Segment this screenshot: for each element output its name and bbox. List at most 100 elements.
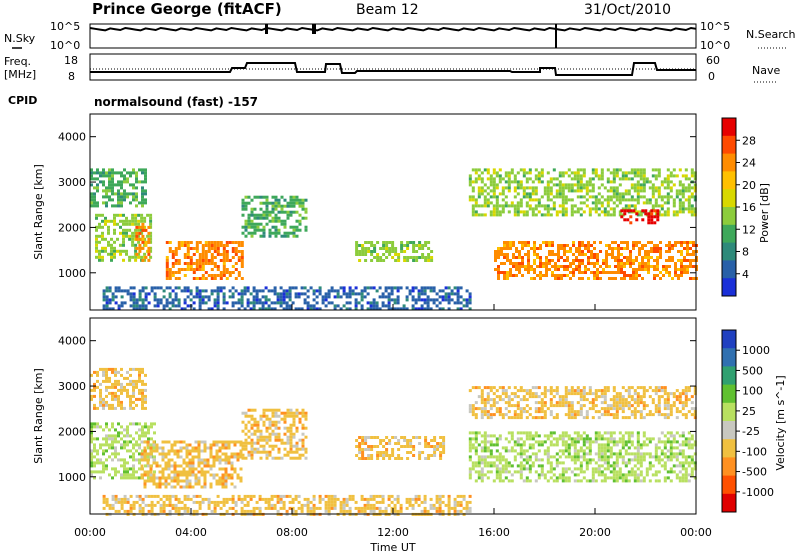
heatmap-cell: [515, 256, 518, 259]
heatmap-cell: [108, 443, 111, 447]
heatmap-cell: [137, 213, 141, 217]
heatmap-cell: [680, 271, 683, 274]
heatmap-cell: [609, 198, 613, 202]
heatmap-cell: [415, 259, 419, 262]
heatmap-cell: [149, 246, 153, 250]
heatmap-cell: [427, 241, 431, 244]
heatmap-cell: [218, 446, 222, 450]
heatmap-cell: [265, 417, 269, 421]
heatmap-cell: [215, 452, 219, 456]
heatmap-cell: [128, 255, 132, 259]
heatmap-cell: [216, 289, 220, 293]
heatmap-cell: [654, 186, 658, 190]
heatmap-cell: [600, 473, 604, 477]
heatmap-cell: [518, 262, 521, 265]
heatmap-cell: [477, 476, 481, 480]
heatmap-cell: [540, 180, 544, 184]
heatmap-cell: [618, 473, 622, 477]
heatmap-cell: [93, 461, 96, 465]
heatmap-cell: [678, 189, 682, 193]
heatmap-cell: [521, 262, 524, 265]
heatmap-cell: [274, 216, 278, 220]
heatmap-cell: [170, 479, 174, 483]
heatmap-cell: [525, 458, 529, 462]
heatmap-cell: [627, 192, 631, 196]
heatmap-cell: [265, 441, 269, 445]
heatmap-cell: [498, 174, 502, 178]
heatmap-cell: [594, 195, 598, 199]
heatmap-cell: [403, 244, 407, 247]
heatmap-cell: [600, 458, 604, 462]
heatmap-cell: [456, 292, 460, 296]
heatmap-cell: [528, 195, 532, 199]
heatmap-cell: [669, 452, 673, 456]
heatmap-cell: [627, 207, 631, 211]
heatmap-cell: [280, 204, 284, 208]
heatmap-cell: [528, 413, 532, 417]
heatmap-cell: [108, 473, 111, 477]
heatmap-cell: [247, 420, 251, 424]
heatmap-cell: [543, 473, 547, 477]
heatmap-cell: [141, 258, 145, 262]
heatmap-cell: [618, 401, 622, 405]
heatmap-cell: [507, 171, 511, 175]
heatmap-cell: [579, 434, 583, 438]
heatmap-cell: [221, 458, 225, 462]
heatmap-cell: [660, 449, 664, 453]
heatmap-cell: [345, 307, 349, 311]
heatmap-cell: [237, 292, 241, 296]
heatmap-cell: [642, 458, 646, 462]
heatmap-cell: [692, 250, 695, 253]
heatmap-cell: [179, 446, 183, 450]
heatmap-cell: [561, 213, 565, 217]
heatmap-cell: [492, 204, 496, 208]
heatmap-cell: [114, 192, 117, 196]
heatmap-cell: [444, 298, 448, 302]
heatmap-cell: [168, 277, 172, 280]
freq-tick-top: 18: [64, 54, 78, 67]
heatmap-cell: [244, 234, 248, 238]
heatmap-cell: [185, 449, 189, 453]
heatmap-cell: [504, 413, 508, 417]
heatmap-cell: [539, 262, 542, 265]
heatmap-cell: [411, 289, 415, 293]
heatmap-cell: [498, 210, 502, 214]
heatmap-cell: [186, 494, 190, 498]
heatmap-cell: [570, 213, 574, 217]
heatmap-cell: [662, 274, 665, 277]
heatmap-cell: [283, 204, 287, 208]
heatmap-cell: [195, 494, 199, 498]
heatmap-cell: [179, 449, 183, 453]
heatmap-cell: [570, 392, 574, 396]
heatmap-cell: [247, 408, 251, 412]
heatmap-cell: [483, 183, 487, 187]
heatmap-cell: [225, 244, 229, 247]
heatmap-cell: [617, 262, 620, 265]
heatmap-cell: [147, 428, 150, 432]
heatmap-cell: [138, 434, 141, 438]
heatmap-cell: [498, 473, 502, 477]
heatmap-cell: [489, 452, 493, 456]
heatmap-cell: [596, 274, 599, 277]
heatmap-cell: [406, 439, 410, 442]
heatmap-cell: [116, 222, 119, 226]
heatmap-cell: [495, 443, 499, 447]
heatmap-cell: [558, 174, 562, 178]
heatmap-cell: [164, 461, 168, 465]
heatmap-cell: [591, 168, 595, 172]
heatmap-cell: [439, 454, 443, 457]
heatmap-cell: [636, 171, 640, 175]
heatmap-cell: [277, 408, 281, 412]
heatmap-cell: [309, 304, 313, 308]
heatmap-cell: [159, 298, 163, 302]
heatmap-cell: [503, 244, 506, 247]
heatmap-cell: [285, 304, 289, 308]
heatmap-cell: [134, 228, 138, 232]
heatmap-cell: [192, 307, 196, 311]
heatmap-cell: [678, 398, 682, 402]
heatmap-cell: [633, 458, 637, 462]
heatmap-cell: [504, 467, 508, 471]
heatmap-cell: [672, 392, 676, 396]
heatmap-cell: [107, 219, 110, 223]
heatmap-cell: [277, 447, 281, 451]
